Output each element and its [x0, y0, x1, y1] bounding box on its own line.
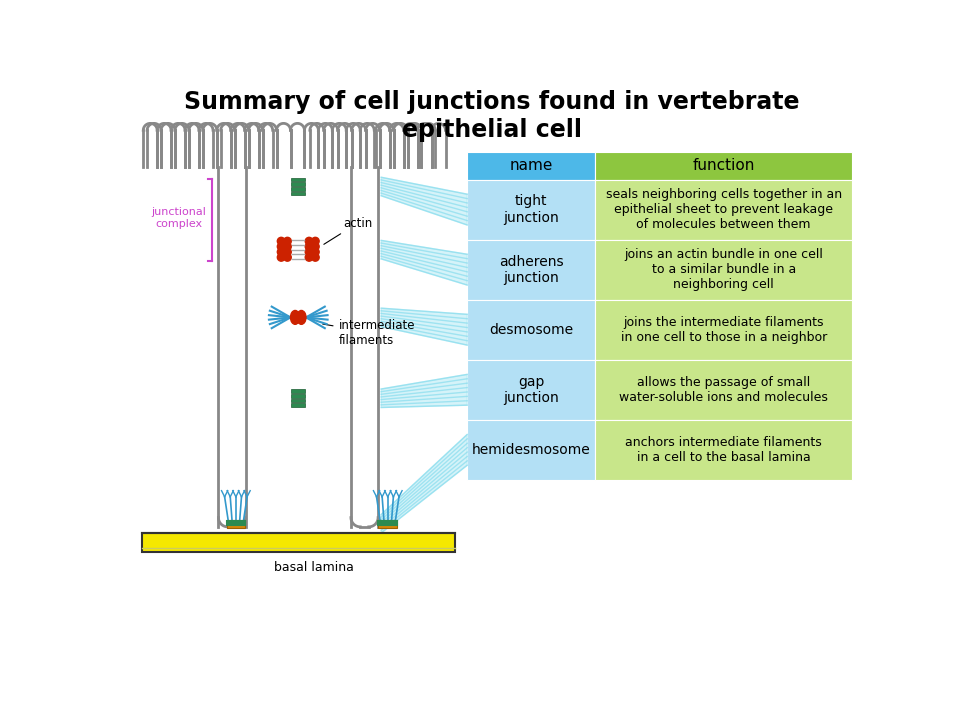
Circle shape — [311, 248, 319, 256]
Polygon shape — [381, 374, 468, 408]
FancyBboxPatch shape — [142, 533, 455, 552]
Text: gap
junction: gap junction — [503, 374, 559, 405]
FancyBboxPatch shape — [468, 300, 595, 360]
FancyBboxPatch shape — [595, 360, 852, 420]
Polygon shape — [381, 308, 468, 345]
Circle shape — [305, 253, 313, 261]
Text: joins an actin bundle in one cell
to a similar bundle in a
neighboring cell: joins an actin bundle in one cell to a s… — [624, 248, 823, 291]
Polygon shape — [381, 240, 468, 285]
FancyBboxPatch shape — [468, 360, 595, 420]
FancyBboxPatch shape — [468, 240, 595, 300]
Text: seals neighboring cells together in an
epithelial sheet to prevent leakage
of mo: seals neighboring cells together in an e… — [606, 188, 842, 231]
Text: function: function — [692, 158, 755, 174]
Circle shape — [305, 238, 313, 245]
FancyBboxPatch shape — [291, 178, 305, 181]
Polygon shape — [381, 434, 468, 533]
FancyBboxPatch shape — [291, 403, 305, 407]
Text: name: name — [510, 158, 553, 174]
Text: hemidesmosome: hemidesmosome — [471, 443, 590, 456]
FancyBboxPatch shape — [595, 179, 852, 240]
FancyBboxPatch shape — [595, 152, 852, 179]
Text: joins the intermediate filaments
in one cell to those in a neighbor: joins the intermediate filaments in one … — [620, 315, 827, 343]
FancyBboxPatch shape — [595, 420, 852, 480]
Text: desmosome: desmosome — [489, 323, 573, 337]
Circle shape — [277, 248, 285, 256]
FancyBboxPatch shape — [291, 394, 305, 398]
Circle shape — [305, 248, 313, 256]
Circle shape — [283, 238, 291, 245]
FancyBboxPatch shape — [468, 179, 595, 240]
Ellipse shape — [291, 310, 300, 324]
Text: intermediate
filaments: intermediate filaments — [323, 320, 415, 347]
FancyBboxPatch shape — [291, 187, 305, 191]
Text: basal lamina: basal lamina — [274, 562, 353, 575]
Text: tight
junction: tight junction — [503, 194, 559, 225]
Ellipse shape — [297, 310, 306, 324]
FancyBboxPatch shape — [291, 182, 305, 186]
Polygon shape — [381, 177, 468, 225]
Text: actin: actin — [324, 217, 372, 244]
Circle shape — [311, 238, 319, 245]
Text: adherens
junction: adherens junction — [499, 255, 564, 284]
Circle shape — [277, 238, 285, 245]
FancyBboxPatch shape — [378, 520, 397, 528]
Circle shape — [311, 243, 319, 251]
Circle shape — [305, 243, 313, 251]
Text: allows the passage of small
water-soluble ions and molecules: allows the passage of small water-solubl… — [619, 376, 828, 404]
FancyBboxPatch shape — [595, 240, 852, 300]
FancyBboxPatch shape — [291, 399, 305, 402]
FancyBboxPatch shape — [291, 192, 305, 195]
FancyBboxPatch shape — [468, 420, 595, 480]
FancyBboxPatch shape — [291, 390, 305, 393]
Text: anchors intermediate filaments
in a cell to the basal lamina: anchors intermediate filaments in a cell… — [625, 436, 822, 464]
Text: Summary of cell junctions found in vertebrate
epithelial cell: Summary of cell junctions found in verte… — [184, 90, 800, 142]
FancyBboxPatch shape — [227, 520, 245, 528]
Text: junctional
complex: junctional complex — [151, 207, 206, 229]
Circle shape — [283, 248, 291, 256]
Circle shape — [277, 243, 285, 251]
Circle shape — [283, 243, 291, 251]
FancyBboxPatch shape — [468, 152, 595, 179]
Circle shape — [277, 253, 285, 261]
FancyBboxPatch shape — [595, 300, 852, 360]
Circle shape — [311, 253, 319, 261]
Circle shape — [283, 253, 291, 261]
